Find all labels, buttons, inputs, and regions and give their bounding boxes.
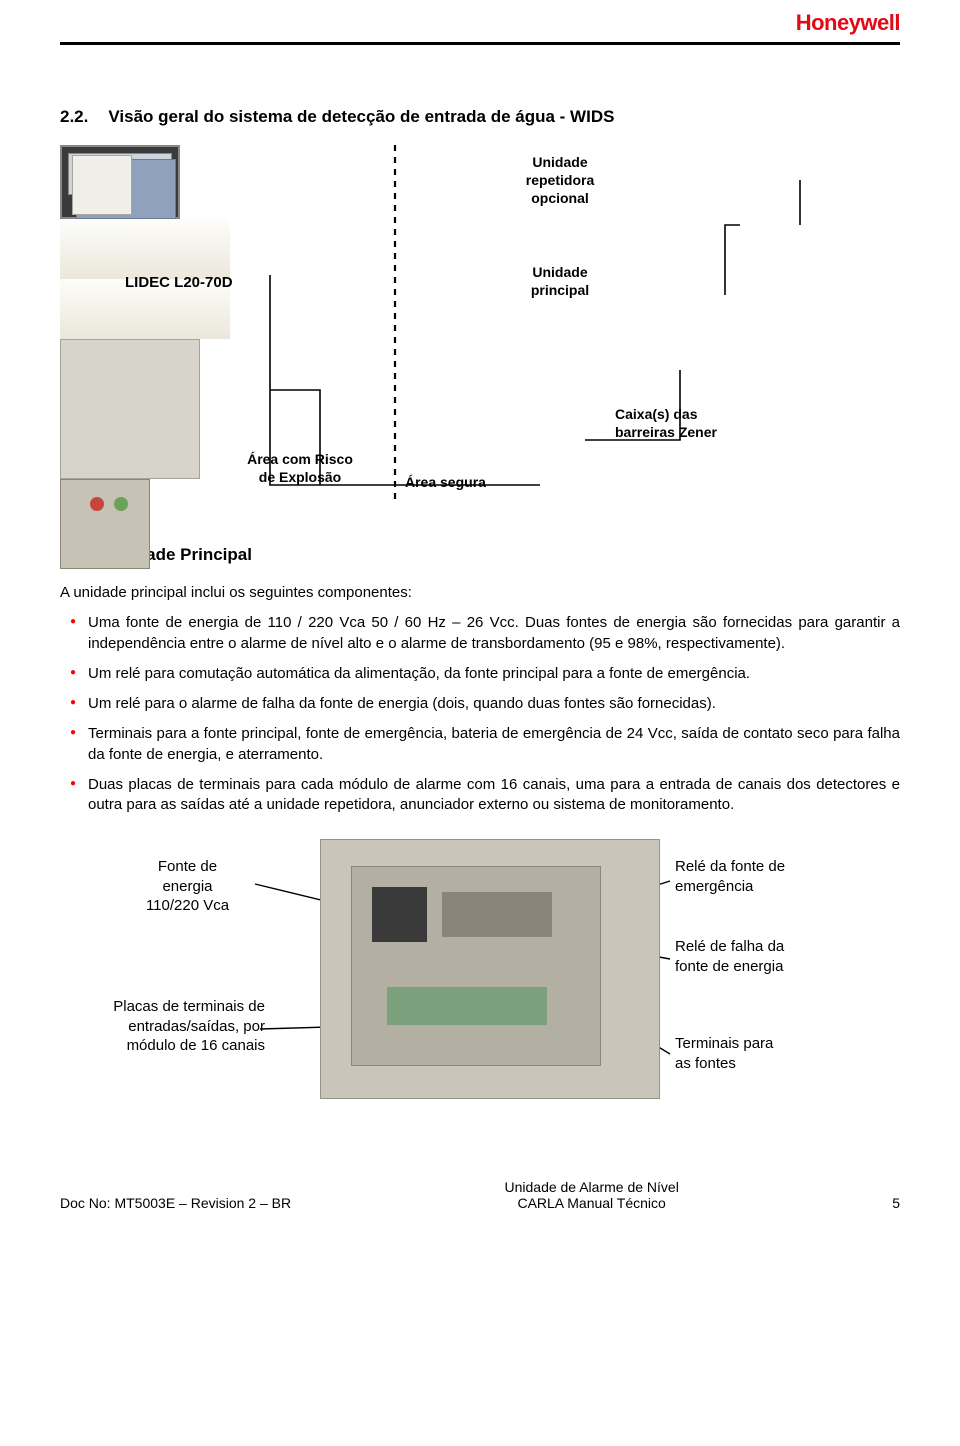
footer-page-number: 5 (892, 1195, 900, 1211)
section-2-2-text: Visão geral do sistema de detecção de en… (108, 107, 614, 126)
repeater-label: Unidade repetidora opcional (480, 153, 640, 208)
lidec-label: LIDEC L20-70D (125, 273, 255, 293)
page-footer: Doc No: MT5003E – Revision 2 – BR Unidad… (0, 1169, 960, 1231)
list-item: Um relé para comutação automática da ali… (60, 664, 900, 684)
main-unit-interior-photo (320, 839, 660, 1099)
main-panel-photo (60, 339, 200, 479)
callout-terminal-boards: Placas de terminais de entradas/saídas, … (60, 997, 265, 1056)
zener-box-photo (60, 479, 150, 569)
component-list: Uma fonte de energia de 110 / 220 Vca 50… (60, 613, 900, 815)
system-diagram: Unidade repetidora opcional LIDEC L20-70… (60, 145, 900, 525)
brand-logo: Honeywell (796, 10, 900, 35)
section-2-2-title: 2.2. Visão geral do sistema de detecção d… (60, 107, 900, 127)
section-2-3-intro: A unidade principal inclui os seguintes … (60, 583, 900, 603)
header-rule (60, 42, 900, 45)
callout-power-supply: Fonte de energia 110/220 Vca (120, 857, 255, 916)
risk-area-label: Área com Risco de Explosão (215, 450, 385, 486)
zener-label: Caixa(s) das barreiras Zener (615, 405, 765, 441)
callout-source-terminals: Terminais para as fontes (675, 1034, 875, 1073)
section-2-3-title: 2.3.Unidade Principal (60, 545, 900, 565)
section-2-2-number: 2.2. (60, 107, 88, 126)
list-item: Duas placas de terminais para cada módul… (60, 775, 900, 816)
safe-area-label: Área segura (405, 473, 525, 491)
callout-fault-relay: Relé de falha da fonte de energia (675, 937, 875, 976)
main-unit-photo-diagram: Fonte de energia 110/220 Vca Placas de t… (60, 829, 900, 1119)
footer-doc-no: Doc No: MT5003E – Revision 2 – BR (60, 1195, 291, 1211)
footer-title-1: Unidade de Alarme de Nível (504, 1179, 678, 1195)
sensor-top-photo (60, 219, 230, 279)
list-item: Uma fonte de energia de 110 / 220 Vca 50… (60, 613, 900, 654)
list-item: Terminais para a fonte principal, fonte … (60, 724, 900, 765)
callout-emergency-relay: Relé da fonte de emergência (675, 857, 875, 896)
footer-title-2: CARLA Manual Técnico (504, 1195, 678, 1211)
list-item: Um relé para o alarme de falha da fonte … (60, 694, 900, 714)
main-unit-label: Unidade principal (480, 263, 640, 299)
